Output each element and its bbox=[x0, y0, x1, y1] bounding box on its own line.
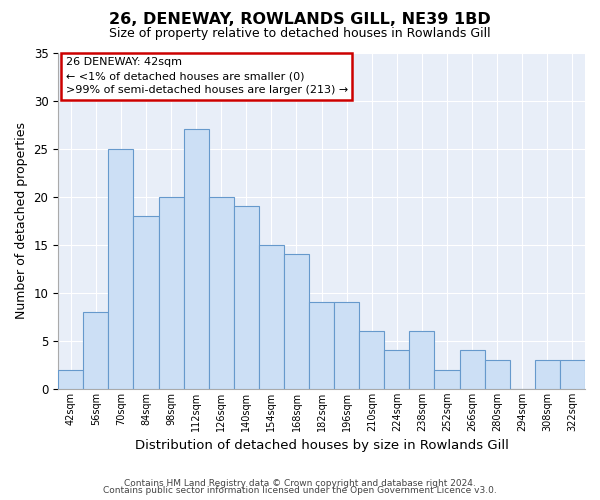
Bar bbox=[560, 360, 585, 389]
Bar bbox=[409, 331, 434, 389]
Text: Contains HM Land Registry data © Crown copyright and database right 2024.: Contains HM Land Registry data © Crown c… bbox=[124, 478, 476, 488]
Bar bbox=[284, 254, 309, 389]
Text: 26 DENEWAY: 42sqm
← <1% of detached houses are smaller (0)
>99% of semi-detached: 26 DENEWAY: 42sqm ← <1% of detached hous… bbox=[65, 58, 348, 96]
Bar bbox=[334, 302, 359, 389]
Bar bbox=[384, 350, 409, 389]
Bar bbox=[83, 312, 109, 389]
Bar bbox=[158, 196, 184, 389]
Bar bbox=[535, 360, 560, 389]
Bar bbox=[133, 216, 158, 389]
Text: 26, DENEWAY, ROWLANDS GILL, NE39 1BD: 26, DENEWAY, ROWLANDS GILL, NE39 1BD bbox=[109, 12, 491, 28]
Bar bbox=[460, 350, 485, 389]
Bar bbox=[234, 206, 259, 389]
Text: Contains public sector information licensed under the Open Government Licence v3: Contains public sector information licen… bbox=[103, 486, 497, 495]
Bar bbox=[485, 360, 510, 389]
Bar bbox=[434, 370, 460, 389]
Bar bbox=[209, 196, 234, 389]
Text: Size of property relative to detached houses in Rowlands Gill: Size of property relative to detached ho… bbox=[109, 28, 491, 40]
Bar bbox=[259, 244, 284, 389]
X-axis label: Distribution of detached houses by size in Rowlands Gill: Distribution of detached houses by size … bbox=[134, 440, 509, 452]
Bar bbox=[309, 302, 334, 389]
Bar bbox=[184, 130, 209, 389]
Y-axis label: Number of detached properties: Number of detached properties bbox=[15, 122, 28, 319]
Bar bbox=[58, 370, 83, 389]
Bar bbox=[359, 331, 384, 389]
Bar bbox=[109, 148, 133, 389]
